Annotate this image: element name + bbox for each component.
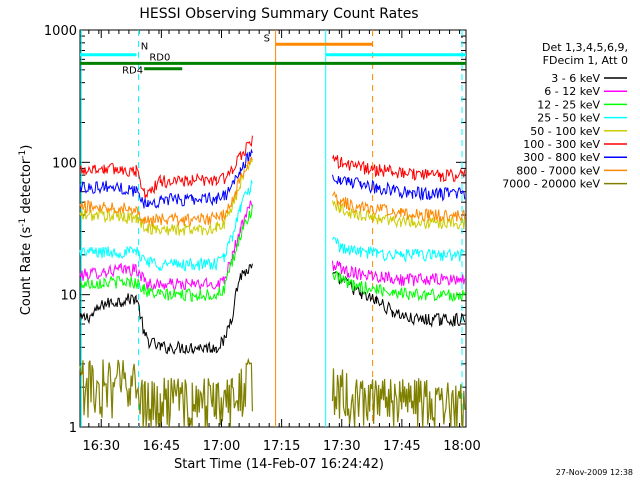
legend-label: 100 - 300 keV [523, 138, 600, 151]
y-tick-label: 100 [52, 156, 77, 171]
series-line-2-segment-1 [332, 270, 466, 303]
x-axis-label: Start Time (14-Feb-07 16:24:42) [174, 457, 384, 472]
series-line-0-segment-1 [332, 271, 466, 328]
x-tick-label: 18:00 [443, 439, 480, 454]
y-tick-label: 1 [69, 421, 77, 436]
y-tick-label: 1000 [44, 24, 77, 39]
y-axis-label-text: Count Rate (s-1 detector-1) [18, 145, 34, 316]
legend-label: 800 - 7000 keV [516, 164, 600, 177]
series-line-6-segment-0 [79, 148, 253, 209]
series-line-3-segment-1 [332, 236, 466, 263]
x-tick-label: 17:15 [263, 439, 300, 454]
rd0-annotation: RD0 [149, 52, 170, 63]
series-line-5-segment-1 [332, 154, 466, 183]
series-line-8-segment-0 [79, 357, 253, 428]
series-line-5-segment-0 [79, 135, 253, 199]
night-annotation-n: N [141, 41, 148, 52]
series-line-2-segment-0 [79, 204, 253, 303]
footer-date: 27-Nov-2009 12:38 [556, 468, 633, 477]
legend-header-line-1: Det 1,3,4,5,6,9, [542, 41, 628, 54]
series-line-1-segment-0 [79, 200, 253, 292]
rd4-annotation: RD4 [122, 65, 143, 76]
legend-label: 7000 - 20000 keV [502, 178, 600, 191]
legend-label: 25 - 50 keV [537, 112, 600, 125]
legend-label: 50 - 100 keV [530, 125, 600, 138]
legend-label: 6 - 12 keV [544, 85, 600, 98]
x-tick-label: 16:30 [83, 439, 120, 454]
series-line-7-segment-1 [332, 190, 466, 222]
x-tick-label: 16:45 [143, 439, 180, 454]
chart-title: HESSI Observing Summary Count Rates [139, 6, 418, 22]
legend-label: 3 - 6 keV [551, 72, 600, 85]
legend-label: 12 - 25 keV [537, 98, 600, 111]
series-line-1-segment-1 [332, 260, 466, 287]
y-tick-label: 10 [60, 289, 77, 304]
x-tick-label: 17:30 [323, 439, 360, 454]
saa-annotation-s: S [264, 33, 270, 44]
series-line-6-segment-1 [332, 174, 466, 202]
x-tick-label: 17:00 [203, 439, 240, 454]
series-line-0-segment-0 [79, 263, 253, 355]
series-line-3-segment-0 [79, 179, 253, 272]
series-line-4-segment-1 [332, 199, 466, 230]
y-axis-label: Count Rate (s-1 detector-1) [18, 145, 34, 316]
plot-frame [79, 29, 467, 428]
series-line-7-segment-0 [79, 156, 253, 228]
legend-header-line-2: FDecim 1, Att 0 [543, 54, 628, 67]
x-tick-label: 17:45 [383, 439, 420, 454]
legend-label: 300 - 800 keV [523, 151, 600, 164]
series-layer: N S RD0 RD4 [79, 30, 466, 428]
series-line-4-segment-0 [79, 157, 253, 236]
series-line-8-segment-1 [331, 368, 466, 428]
